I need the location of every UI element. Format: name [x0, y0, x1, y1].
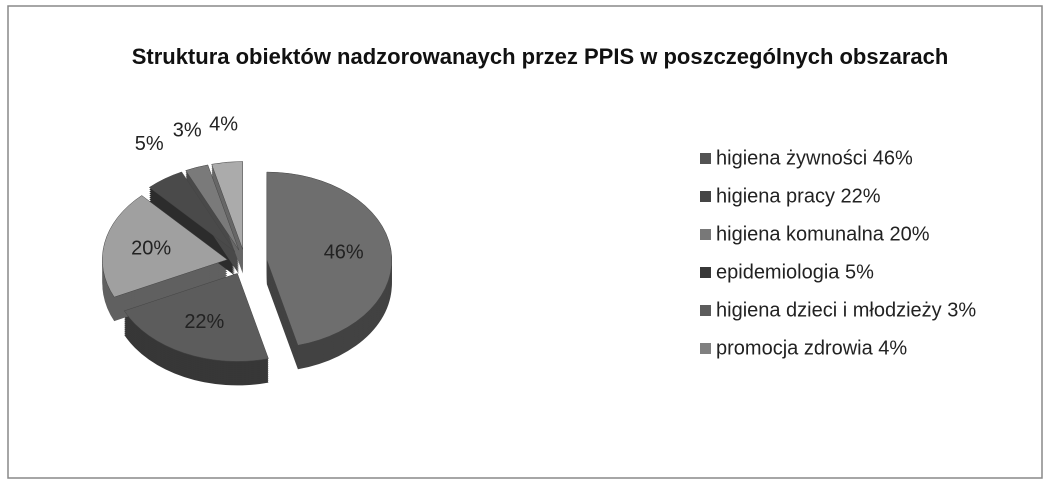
- legend-label: promocja zdrowia 4%: [716, 337, 907, 359]
- chart-title: Struktura obiektów nadzorowanaych przez …: [131, 44, 949, 69]
- data-label: 5%: [135, 133, 164, 155]
- data-label: 22%: [184, 311, 224, 333]
- legend-label: higiena żywności 46%: [716, 147, 913, 169]
- pie-slice: [148, 171, 236, 252]
- pie-slice: [266, 171, 393, 346]
- legend-swatch: [700, 305, 711, 316]
- legend-label: higiena komunalna 20%: [716, 223, 930, 245]
- legend-swatch: [700, 153, 711, 164]
- data-label: 20%: [131, 238, 171, 260]
- legend-label: higiena dzieci i młodzieży 3%: [716, 299, 976, 321]
- legend-label: epidemiologia 5%: [716, 261, 874, 283]
- legend-swatch: [700, 191, 711, 202]
- data-label: 4%: [209, 113, 238, 135]
- pie-slice: [211, 161, 243, 250]
- data-label: 46%: [324, 242, 364, 264]
- legend-swatch: [700, 267, 711, 278]
- pie-slice: [102, 195, 228, 298]
- legend-swatch: [700, 343, 711, 354]
- legend-label: higiena pracy 22%: [716, 185, 881, 207]
- data-label: 3%: [173, 119, 202, 141]
- pie-slice: [123, 273, 269, 362]
- pie-slice: [185, 164, 240, 251]
- chart-border: [7, 5, 1043, 479]
- legend-swatch: [700, 229, 711, 240]
